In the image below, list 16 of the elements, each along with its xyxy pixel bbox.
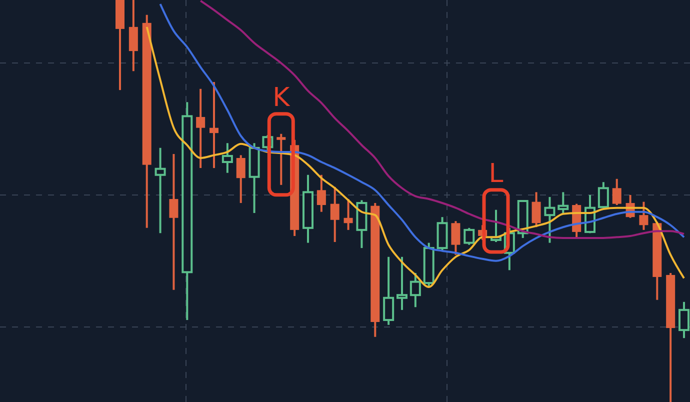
candlestick	[169, 152, 178, 291]
candlestick	[210, 81, 218, 170]
candlestick	[236, 154, 246, 204]
candlestick	[451, 220, 460, 256]
annotation: K	[272, 82, 291, 113]
candlestick	[612, 178, 622, 206]
candlestick	[316, 174, 326, 213]
candlestick	[196, 88, 206, 170]
candlestick	[532, 191, 541, 228]
candlestick	[639, 200, 648, 231]
candlestick	[330, 186, 340, 244]
candlestick	[678, 300, 690, 340]
candlestick	[276, 132, 286, 186]
candlestick	[396, 256, 408, 311]
annotation: L	[488, 158, 504, 189]
candlestick	[344, 198, 353, 231]
